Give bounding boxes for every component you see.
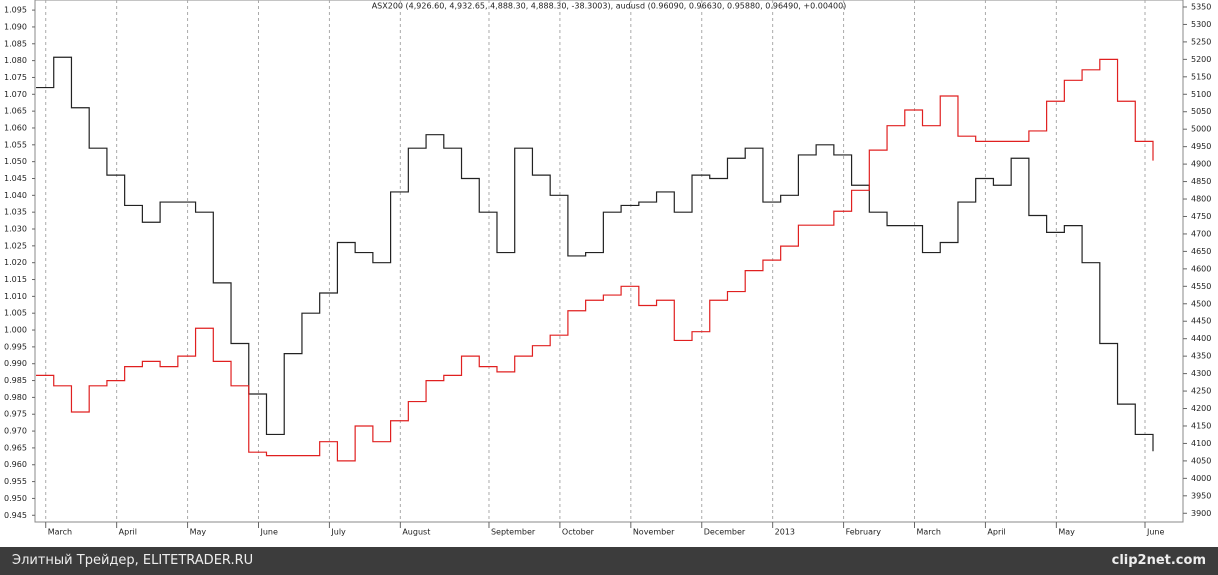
- x-tick-label: March: [917, 528, 941, 537]
- y2-tick-label: 5350: [1191, 2, 1211, 11]
- x-tick-label: June: [1146, 528, 1165, 537]
- x-tick-label: November: [633, 528, 675, 537]
- y-tick-label: 1.060: [4, 123, 27, 132]
- y2-tick-label: 4600: [1191, 264, 1211, 273]
- y-tick-label: 1.050: [4, 157, 27, 166]
- y-tick-label: 0.995: [4, 342, 27, 351]
- y-tick-label: 1.005: [4, 309, 27, 318]
- y-tick-label: 1.025: [4, 241, 27, 250]
- y2-tick-label: 4700: [1191, 229, 1211, 238]
- y2-tick-label: 5100: [1191, 90, 1211, 99]
- y2-tick-label: 4900: [1191, 160, 1211, 169]
- y-tick-label: 1.055: [4, 140, 27, 149]
- y2-tick-label: 5150: [1191, 72, 1211, 81]
- y-tick-label: 1.075: [4, 73, 27, 82]
- series-line: [36, 56, 1154, 452]
- y-tick-label: 1.095: [4, 6, 27, 15]
- y2-tick-label: 5300: [1191, 20, 1211, 29]
- y2-tick-label: 4300: [1191, 369, 1211, 378]
- y2-tick-label: 5250: [1191, 37, 1211, 46]
- y2-tick-label: 4750: [1191, 212, 1211, 221]
- y2-tick-label: 3900: [1191, 509, 1211, 518]
- y-tick-label: 0.970: [4, 427, 27, 436]
- y2-tick-label: 4950: [1191, 142, 1211, 151]
- series-line: [36, 58, 1154, 462]
- y2-tick-label: 4000: [1191, 474, 1211, 483]
- x-tick-label: March: [48, 528, 72, 537]
- y-tick-label: 1.010: [4, 292, 27, 301]
- y2-tick-label: 4350: [1191, 352, 1211, 361]
- plot-area: [34, 0, 1184, 523]
- y-tick-label: 1.080: [4, 56, 27, 65]
- y-tick-label: 0.945: [4, 511, 27, 520]
- y-tick-label: 1.045: [4, 174, 27, 183]
- x-tick-label: April: [119, 528, 137, 537]
- y-tick-label: 0.975: [4, 410, 27, 419]
- x-tick-label: April: [987, 528, 1005, 537]
- x-tick-label: July: [330, 528, 346, 537]
- y-tick-label: 0.965: [4, 443, 27, 452]
- y-tick-label: 1.090: [4, 22, 27, 31]
- site-name: Элитный Трейдер, ELITETRADER.RU: [12, 553, 254, 568]
- x-tick-label: December: [704, 528, 746, 537]
- y2-tick-label: 4450: [1191, 317, 1211, 326]
- y-tick-label: 1.065: [4, 107, 27, 116]
- y2-tick-label: 3950: [1191, 491, 1211, 500]
- x-tick-label: 2013: [775, 528, 795, 537]
- y-tick-label: 0.990: [4, 359, 27, 368]
- y-tick-label: 1.000: [4, 326, 27, 335]
- y2-tick-label: 4100: [1191, 439, 1211, 448]
- x-tick-label: September: [491, 528, 536, 537]
- y2-tick-label: 4800: [1191, 195, 1211, 204]
- y2-tick-label: 4400: [1191, 334, 1211, 343]
- y2-tick-label: 4650: [1191, 247, 1211, 256]
- y-tick-label: 1.040: [4, 191, 27, 200]
- y-tick-label: 1.070: [4, 90, 27, 99]
- x-tick-label: August: [402, 528, 430, 537]
- x-tick-label: February: [846, 528, 882, 537]
- y-tick-label: 0.980: [4, 393, 27, 402]
- y2-tick-label: 4500: [1191, 299, 1211, 308]
- x-tick-label: May: [190, 528, 207, 537]
- footer: Элитный Трейдер, ELITETRADER.RU clip2net…: [0, 547, 1218, 575]
- y-tick-label: 0.985: [4, 376, 27, 385]
- y-tick-label: 1.015: [4, 275, 27, 284]
- chart: ASX200 (4,926.60, 4,932.65, 4,888.30, 4,…: [4, 0, 1211, 537]
- y-tick-label: 0.960: [4, 460, 27, 469]
- y2-tick-label: 4850: [1191, 177, 1211, 186]
- y-tick-label: 0.950: [4, 494, 27, 503]
- y-tick-label: 1.030: [4, 225, 27, 234]
- y-tick-label: 1.035: [4, 208, 27, 217]
- y-tick-label: 1.020: [4, 258, 27, 267]
- x-tick-label: May: [1058, 528, 1075, 537]
- y2-tick-label: 4550: [1191, 282, 1211, 291]
- y-tick-label: 0.955: [4, 477, 27, 486]
- chart-title: ASX200 (4,926.60, 4,932.65, 4,888.30, 4,…: [372, 2, 847, 11]
- y2-tick-label: 4150: [1191, 421, 1211, 430]
- y2-tick-label: 5000: [1191, 125, 1211, 134]
- y2-tick-label: 4050: [1191, 456, 1211, 465]
- y-tick-label: 1.085: [4, 39, 27, 48]
- y2-tick-label: 4250: [1191, 387, 1211, 396]
- y2-tick-label: 5200: [1191, 55, 1211, 64]
- y2-tick-label: 5050: [1191, 107, 1211, 116]
- x-tick-label: June: [259, 528, 278, 537]
- x-tick-label: October: [562, 528, 595, 537]
- logo[interactable]: clip2net.com: [1111, 553, 1206, 568]
- y2-tick-label: 4200: [1191, 404, 1211, 413]
